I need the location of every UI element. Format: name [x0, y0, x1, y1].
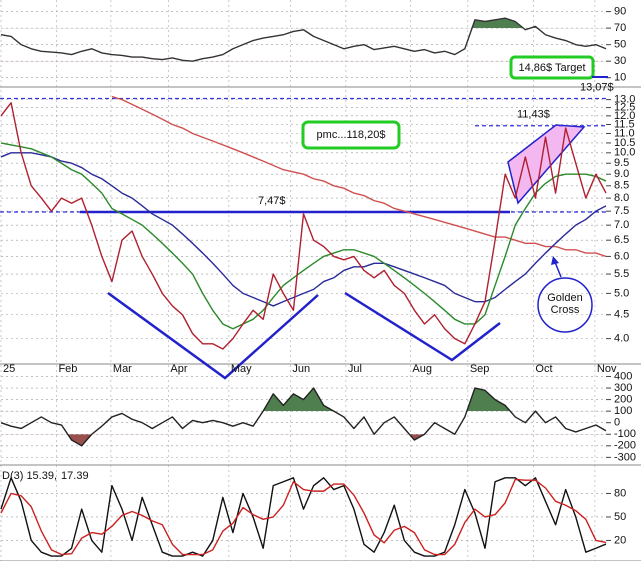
annotation: 14,86$ Target [518, 62, 585, 74]
y-tick-label: 7.5 [614, 205, 629, 217]
series-line [0, 102, 607, 350]
trend-line [107, 291, 319, 380]
level-label: 11,43$ [517, 109, 550, 121]
x-tick-label: Mar [113, 363, 132, 375]
y-tick-label: 80 [614, 487, 626, 499]
y-tick-label: 8.5 [614, 180, 629, 192]
x-tick-label: Aug [412, 363, 432, 375]
y-tick-label: 9.0 [614, 168, 629, 180]
y-tick-label: 90 [614, 5, 626, 17]
arrow-head [551, 256, 559, 265]
x-tick-label: Oct [535, 363, 552, 375]
annotation-box [509, 55, 595, 80]
y-tick-label: 5.0 [614, 287, 629, 299]
wedge [507, 124, 586, 205]
series-line [0, 387, 607, 447]
layer: 907050301013.012.512.011.511.010.510.09.… [0, 5, 636, 557]
series-line [111, 95, 607, 258]
x-tick-label: May [231, 363, 252, 375]
y-tick-label: 10 [614, 72, 626, 84]
indicator-label: 17.39 [61, 470, 89, 482]
y-tick-label: 10.0 [614, 147, 635, 159]
annotation-box [301, 120, 401, 150]
x-tick-label: Feb [58, 363, 77, 375]
series-line [0, 478, 607, 556]
trend-line [344, 291, 501, 362]
y-tick-label: 300 [614, 382, 632, 394]
x-tick-label: Jun [292, 363, 310, 375]
x-tick-label: Nov [597, 363, 617, 375]
axis-band [606, 0, 641, 561]
series-line [0, 152, 607, 307]
x-tick-label: Sep [470, 363, 490, 375]
level-label: 13,07$ [580, 81, 614, 93]
y-tick-label: 100 [614, 405, 632, 417]
y-tick-label: 10.5 [614, 137, 635, 149]
series-line [0, 477, 607, 557]
y-tick-label: 400 [614, 370, 632, 382]
y-tick-label: 30 [614, 55, 626, 67]
y-tick-label: -200 [614, 440, 636, 452]
arrow [554, 261, 562, 278]
annotation: Golden Cross [547, 292, 583, 316]
fill-area [472, 18, 538, 29]
y-tick-label: 70 [614, 22, 626, 34]
fill-area [263, 388, 511, 412]
y-tick-label: -100 [614, 428, 636, 440]
y-tick-label: 11.0 [614, 127, 635, 139]
y-tick-label: 0 [614, 417, 620, 429]
y-tick-label: 8.0 [614, 192, 629, 204]
y-tick-label: 9.5 [614, 157, 629, 169]
callout-circle [537, 277, 593, 333]
y-tick-label: 50 [614, 39, 626, 51]
y-tick-label: 12.0 [614, 110, 635, 122]
annotation: pmc...118,20$ [317, 129, 386, 141]
y-tick-label: 6.0 [614, 250, 629, 262]
y-tick-label: 4.0 [614, 333, 629, 345]
x-tick-label: 25 [3, 363, 15, 375]
y-tick-label: 7.0 [614, 219, 629, 231]
level-label: 7,47$ [258, 195, 286, 207]
y-tick-label: 6.5 [614, 234, 629, 246]
series-line [0, 142, 607, 330]
annotation-wrap: Golden Cross [547, 292, 583, 316]
y-tick-label: 200 [614, 393, 632, 405]
y-tick-label: -300 [614, 451, 636, 463]
y-tick-label: 12.5 [614, 101, 635, 113]
y-tick-label: 4.5 [614, 309, 629, 321]
x-tick-label: Jul [348, 363, 362, 375]
x-tick-label: Apr [170, 363, 187, 375]
y-tick-label: 13.0 [614, 94, 635, 106]
series-line [0, 17, 607, 62]
y-tick-label: 11.5 [614, 118, 635, 130]
y-tick-label: 5.5 [614, 268, 629, 280]
y-tick-label: 50 [614, 511, 626, 523]
y-tick-label: 20 [614, 534, 626, 546]
indicator-label: D(3) 15.39, [2, 470, 57, 482]
